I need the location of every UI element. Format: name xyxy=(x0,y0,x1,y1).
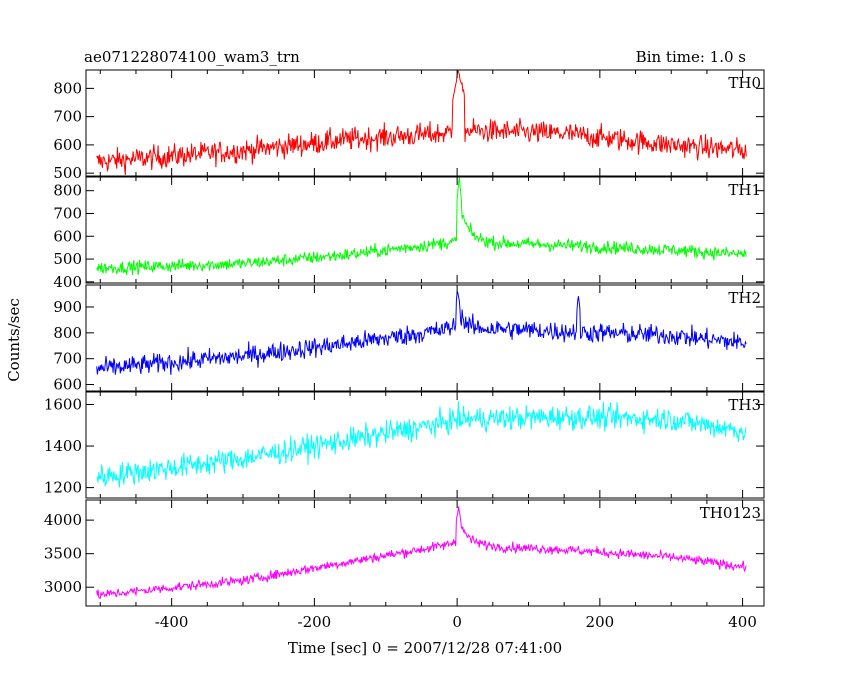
panel-label-th3: TH3 xyxy=(728,396,761,414)
chart-title-left: ae071228074100_wam3_trn xyxy=(84,48,300,66)
y-tick-label-th1: 600 xyxy=(53,227,82,245)
y-tick-label-th0: 700 xyxy=(53,108,82,126)
y-tick-label-th0: 500 xyxy=(53,164,82,182)
panel-label-th1: TH1 xyxy=(728,181,761,199)
series-line-th2 xyxy=(96,290,747,375)
series-line-th3 xyxy=(96,401,747,488)
y-tick-label-th3: 1400 xyxy=(44,437,82,455)
panel-label-th0: TH0 xyxy=(728,74,761,92)
y-tick-label-th1: 700 xyxy=(53,204,82,222)
panel-frame-th2 xyxy=(85,284,765,392)
y-tick-label-th2: 600 xyxy=(53,376,82,394)
y-tick-label-th2: 900 xyxy=(53,298,82,316)
x-axis-label: Time [sec] 0 = 2007/12/28 07:41:00 xyxy=(288,639,562,657)
y-tick-label-th2: 700 xyxy=(53,350,82,368)
x-tick-label: 200 xyxy=(586,613,615,631)
y-axis-label: Counts/sec xyxy=(5,298,23,382)
series-line-th0123 xyxy=(96,506,747,600)
y-tick-label-th1: 800 xyxy=(53,182,82,200)
y-tick-label-th3: 1200 xyxy=(44,479,82,497)
x-tick-label: -400 xyxy=(155,613,189,631)
panel-frame-th0123 xyxy=(85,499,765,607)
panel-frame-th0 xyxy=(85,69,765,177)
y-tick-label-th3: 1600 xyxy=(44,395,82,413)
y-tick-label-th0123: 3500 xyxy=(44,545,82,563)
y-tick-label-th0123: 4000 xyxy=(44,511,82,529)
y-tick-label-th0123: 3000 xyxy=(44,578,82,596)
panel-frame-th3 xyxy=(85,391,765,499)
x-tick-label: 400 xyxy=(728,613,757,631)
panel-label-th2: TH2 xyxy=(728,289,761,307)
series-line-th0 xyxy=(96,69,747,175)
x-tick-label: -200 xyxy=(298,613,332,631)
y-tick-label-th2: 800 xyxy=(53,324,82,342)
chart-title-right: Bin time: 1.0 s xyxy=(636,48,746,66)
y-tick-label-th1: 400 xyxy=(53,273,82,291)
series-line-th1 xyxy=(96,176,747,276)
y-tick-label-th0: 800 xyxy=(53,79,82,97)
panel-frame-th1 xyxy=(85,176,765,284)
x-tick-label: 0 xyxy=(452,613,462,631)
panel-label-th0123: TH0123 xyxy=(700,504,761,522)
y-tick-label-th1: 500 xyxy=(53,250,82,268)
y-tick-label-th0: 600 xyxy=(53,136,82,154)
panels-group: TH0 500 600 700 800 TH1 400 500 600 700 800 TH2 600 7… xyxy=(44,69,765,631)
